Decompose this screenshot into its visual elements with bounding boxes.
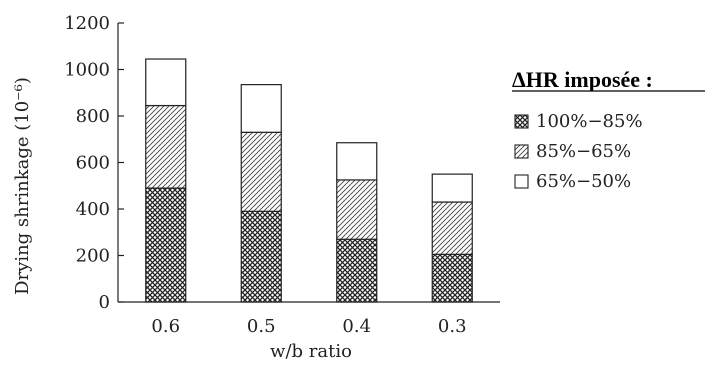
y-tick-label: 800 (76, 106, 110, 127)
bar-segment-0.3-series-2 (431, 201, 473, 255)
legend-swatch (514, 174, 529, 189)
bar-segment-0.4-series-2 (336, 179, 378, 240)
x-tick-label: 0.3 (438, 316, 467, 337)
bar-segment-0.4-series-1 (336, 238, 378, 303)
x-tick-label: 0.5 (247, 316, 276, 337)
y-tick-label: 600 (76, 153, 110, 174)
x-tick-label: 0.4 (342, 316, 371, 337)
legend-title: ΔHR imposée : (512, 67, 653, 92)
x-ticks: 0.6 0.5 0.4 0.3 (151, 316, 466, 337)
legend-items: 100%−85% 85%−65% 65%−50% (514, 111, 643, 192)
bar-segment-0.6-series-3 (145, 58, 187, 107)
bar-segment-0.5-series-1 (240, 210, 282, 303)
x-tick-label: 0.6 (151, 316, 180, 337)
x-axis-label: w/b ratio (270, 341, 352, 362)
legend-label: 65%−50% (536, 171, 631, 192)
legend-label: 85%−65% (536, 141, 631, 162)
bar-segment-0.6-series-2 (145, 104, 187, 189)
y-axis-label: Drying shrinkage (10⁻⁶) (12, 77, 33, 295)
y-tick-label: 400 (76, 199, 110, 220)
bar-segment-0.3-series-1 (431, 253, 473, 303)
bar-segment-0.4-series-3 (336, 142, 378, 181)
y-tick-label: 1000 (64, 60, 110, 81)
y-tick-label: 200 (76, 246, 110, 267)
legend-swatch (514, 114, 529, 129)
bar-segment-0.5-series-2 (240, 131, 282, 212)
legend: ΔHR imposée : 100%−85% 85%−65% 65%−50% (512, 67, 705, 192)
legend-swatch (514, 144, 529, 159)
legend-label: 100%−85% (536, 111, 643, 132)
y-tick-label: 1200 (64, 13, 110, 34)
bar-segment-0.6-series-1 (145, 187, 187, 303)
bar-segment-0.5-series-3 (240, 84, 282, 133)
bar-segment-0.3-series-3 (431, 173, 473, 203)
bars (145, 58, 473, 303)
y-ticks: 0 200 400 600 800 1000 1200 (64, 13, 124, 313)
y-tick-label: 0 (99, 292, 110, 313)
axes: 0 200 400 600 800 1000 1200 0.6 0.5 0.4 0.3 (64, 13, 500, 337)
